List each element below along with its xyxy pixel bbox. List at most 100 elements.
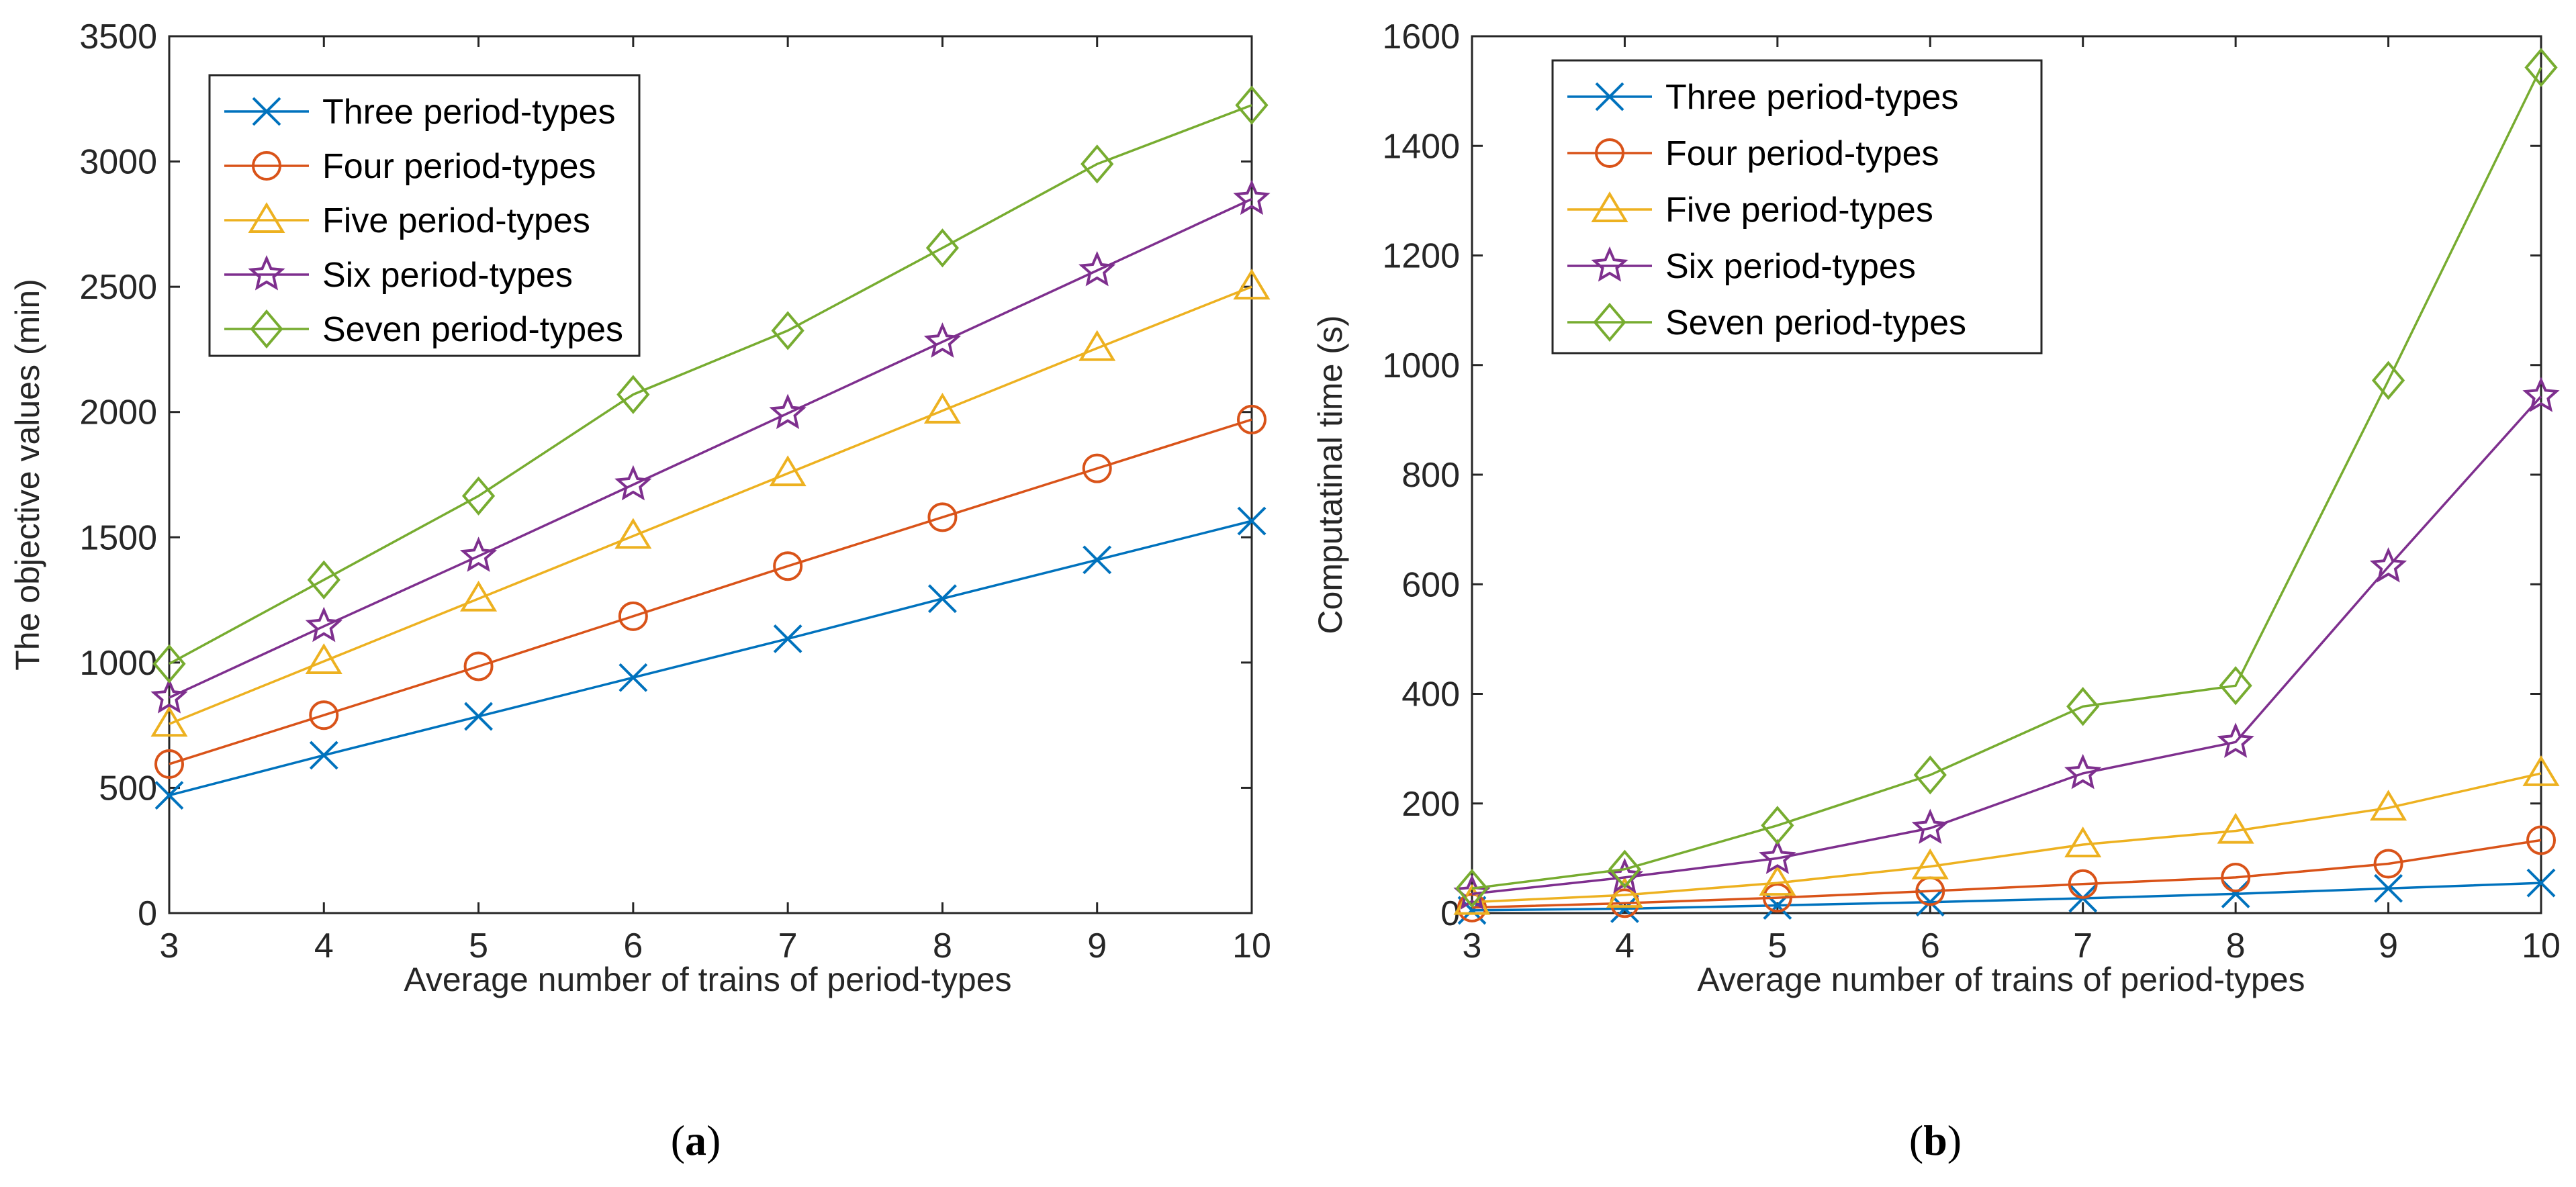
data-point [2064, 753, 2102, 790]
series-line [1471, 882, 2542, 912]
y-tick-label: 2500 [79, 268, 157, 307]
data-point [459, 536, 498, 572]
data-point [2374, 873, 2403, 903]
panel-a-chart: 3 4 5 6 7 8 9 10 0 500 1000 1500 2000 2500 3000 3500 Ave… [9, 17, 1271, 1164]
legend-label: Four period-types [322, 147, 596, 186]
data-point [2219, 666, 2252, 706]
x-tick-label: 9 [1087, 927, 1107, 965]
data-point [150, 678, 188, 714]
x-tick-label: 7 [2073, 927, 2092, 965]
data-point [1453, 874, 1491, 910]
legend-marker [1595, 138, 1624, 168]
data-point [1911, 848, 1949, 880]
data-point [154, 781, 184, 810]
data-point [150, 706, 188, 737]
data-point [1080, 144, 1114, 184]
data-point [1759, 865, 1796, 896]
series-line [1471, 772, 2542, 904]
legend-label: Five period-types [1665, 191, 1933, 230]
y-tick-label: 1400 [1382, 127, 1460, 166]
series-3 [150, 269, 1271, 737]
data-point [927, 502, 958, 532]
data-point [2217, 812, 2254, 844]
legend-marker [252, 97, 281, 126]
data-point [1082, 453, 1112, 483]
data-point [2524, 48, 2558, 87]
data-point [923, 322, 962, 358]
series-1 [154, 506, 1267, 810]
data-point [1233, 269, 1271, 300]
data-point [1911, 808, 1949, 845]
x-tick-label: 3 [1463, 927, 1482, 965]
data-point [1078, 330, 1116, 361]
legend-label: Five period-types [322, 201, 590, 240]
y-tick-label: 1000 [1382, 346, 1460, 385]
data-point [2217, 722, 2254, 758]
y-tick-label: 1500 [79, 518, 157, 557]
legend-marker [1595, 82, 1624, 111]
x-tick-label: 9 [2379, 927, 2398, 965]
data-point [2373, 849, 2403, 879]
data-point [464, 702, 493, 731]
x-tick-label: 8 [933, 927, 952, 965]
data-point [771, 311, 804, 350]
legend-box [208, 74, 641, 357]
data-point [1083, 545, 1112, 575]
legend-label: Six period-types [322, 256, 573, 295]
data-point [2221, 862, 2251, 892]
x-tick-label: 7 [778, 927, 798, 965]
data-point [769, 393, 807, 430]
data-point [305, 606, 342, 643]
data-point [307, 560, 340, 600]
legend-marker [250, 309, 283, 349]
series-line [1471, 395, 2542, 896]
y-tick-label: 1600 [1382, 17, 1460, 56]
y-tick-label: 0 [138, 894, 157, 933]
series-line [169, 520, 1252, 797]
x-axis-label: Average number of trains of period-types [1697, 961, 2305, 998]
data-point [1233, 179, 1271, 216]
legend-label: Seven period-types [1665, 303, 1966, 342]
data-point [616, 375, 650, 414]
data-point [305, 643, 342, 674]
y-tick-label: 1000 [79, 644, 157, 683]
series-4 [1453, 377, 2560, 910]
data-point [2369, 547, 2407, 583]
series-line [1471, 839, 2542, 909]
data-point [614, 518, 652, 549]
data-point [928, 584, 957, 614]
series-2 [154, 404, 1267, 779]
x-tick-label: 8 [2226, 927, 2246, 965]
caption-letter: a [685, 1117, 706, 1164]
data-point [769, 455, 807, 487]
legend-box [1551, 59, 2043, 354]
data-point [2522, 377, 2560, 412]
data-point [2526, 825, 2556, 855]
x-tick-label: 5 [469, 927, 488, 965]
data-point [463, 651, 494, 681]
x-tick-label: 6 [1921, 927, 1940, 965]
legend-marker [248, 202, 285, 233]
y-tick-label: 600 [1401, 565, 1460, 604]
data-point [1078, 250, 1116, 287]
data-point [1759, 839, 1796, 874]
legend-label: Three period-types [1665, 78, 1958, 117]
series-3 [1453, 755, 2560, 915]
legend-label: Six period-types [1665, 247, 1916, 286]
y-tick-label: 200 [1401, 785, 1460, 824]
legend: Three period-types Four period-types Five … [1551, 59, 2043, 354]
data-point [618, 601, 648, 631]
legend-label: Seven period-types [322, 310, 623, 349]
x-tick-label: 6 [623, 927, 643, 965]
caption-open: ( [1909, 1117, 1923, 1164]
legend-label: Three period-types [322, 93, 615, 132]
data-point [1237, 506, 1267, 536]
series-line [169, 285, 1252, 725]
caption-open: ( [671, 1117, 685, 1164]
data-point [1610, 894, 1639, 923]
data-point [773, 551, 803, 581]
series-line [169, 418, 1252, 765]
y-tick-label: 500 [99, 769, 157, 808]
data-point [2526, 868, 2556, 898]
caption-close: ) [1947, 1117, 1962, 1164]
